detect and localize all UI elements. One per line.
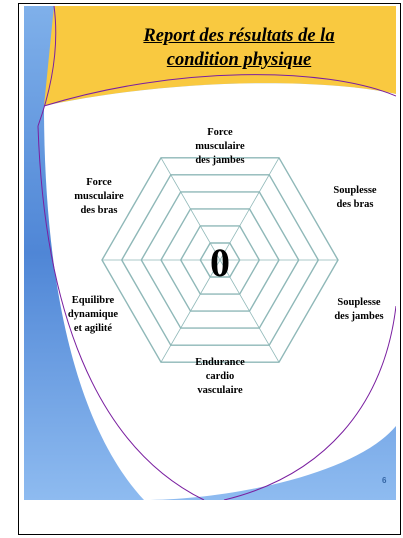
axis-label-line: des jambes	[195, 155, 245, 166]
title-line-1: Report des résultats de la	[143, 26, 335, 46]
white-panel	[44, 83, 396, 500]
slide-background	[24, 6, 396, 500]
radar-spoke	[160, 259, 221, 363]
axis-label-line: dynamique	[67, 309, 119, 320]
title-line-2: condition physique	[166, 50, 312, 70]
axis-label-line: des bras	[336, 199, 374, 210]
axis-label-souplesse-jambes: Souplesse des jambes	[324, 296, 394, 324]
axis-label-souplesse-bras: Souplesse des bras	[320, 184, 390, 212]
axis-label-line: musculaire	[74, 191, 124, 202]
axis-label-line: des bras	[80, 205, 118, 216]
axis-label-line: Endurance	[195, 357, 245, 368]
swoosh-line-right	[223, 305, 396, 500]
axis-label-endurance: Endurance cardio vasculaire	[184, 356, 256, 398]
axis-label-equilibre: Equilibre dynamique et agilité	[58, 294, 128, 336]
axis-label-line: Souplesse	[337, 297, 381, 308]
axis-label-line: Force	[207, 127, 233, 138]
radar-spoke	[160, 157, 221, 261]
swoosh-line-left	[37, 125, 205, 500]
top-band	[44, 6, 396, 106]
axis-label-line: Equilibre	[71, 295, 115, 306]
center-value: 0	[210, 240, 230, 285]
page-number: 6	[382, 476, 387, 485]
axis-label-line: et agilité	[73, 323, 113, 334]
radar-spoke	[219, 157, 280, 261]
slide: Report des résultats de la condition phy…	[24, 6, 396, 500]
axis-label-line: vasculaire	[197, 385, 243, 396]
swoosh-line-corner	[37, 6, 57, 127]
radar-spoke	[219, 259, 280, 363]
axis-label-line: des jambes	[334, 311, 384, 322]
radar-grid	[101, 157, 339, 363]
axis-label-force-bras: Force musculaire des bras	[64, 176, 134, 218]
radar-chart: 0	[101, 157, 339, 363]
axis-label-force-jambes: Force musculaire des jambes	[180, 126, 260, 168]
axis-label-line: Force	[86, 177, 112, 188]
slide-title: Report des résultats de la condition phy…	[94, 24, 384, 72]
swoosh-line-top	[43, 74, 396, 107]
axis-label-line: cardio	[205, 371, 235, 382]
axis-label-line: Souplesse	[333, 185, 377, 196]
axis-label-line: musculaire	[195, 141, 245, 152]
